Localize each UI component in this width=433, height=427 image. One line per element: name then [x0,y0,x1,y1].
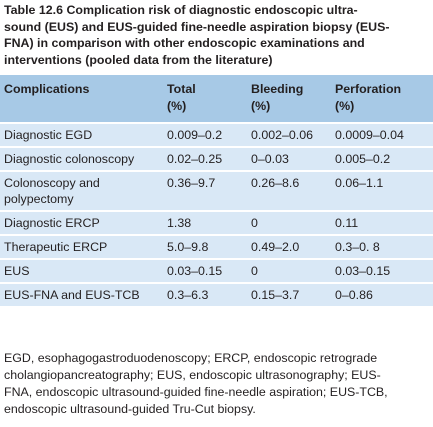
table-cell: Colonoscopy and polypectomy [0,170,163,211]
table-row: Diagnostic EGD 0.009–0.2 0.002–0.06 0.0009–… [0,122,433,147]
table-cell: EUS-FNA and EUS-TCB [0,282,163,306]
header-text: Bleeding [251,82,304,96]
header-cell: Complications [0,75,163,123]
table-cell: 0.005–0.2 [331,146,433,171]
footnote-line: EGD, esophagogastroduodenoscopy; ERCP, e… [4,351,378,365]
table-cell: 0.11 [331,210,433,235]
table-row: EUS 0.03–0.15 0 0.03–0.15 [0,258,433,283]
header-row: Complications Total (%) Bleeding (%) Perforat… [0,75,433,123]
footnote-line: FNA, endoscopic ultrasound-guided fine-n… [4,385,388,399]
table-cell: 0.3–6.3 [163,282,247,306]
table-cell: 0 [247,258,331,283]
header-cell: Total (%) [163,75,247,123]
table-cell: Therapeutic ERCP [0,234,163,259]
header-text: Perforation [335,82,402,96]
table-cell: Diagnostic colonoscopy [0,146,163,171]
table-row: Therapeutic ERCP 5.0–9.8 0.49–2.0 0.3–0. 8 [0,234,433,259]
table-cell: 0–0.86 [331,282,433,306]
footnote-line: cholangiopancreatography; EUS, endoscopi… [4,368,381,382]
table-cell: 1.38 [163,210,247,235]
table-row: Diagnostic colonoscopy 0.02–0.25 0–0.03 0.0… [0,146,433,171]
footnote-line: endoscopic ultrasound-guided Tru-Cut bio… [4,402,256,416]
table-cell: 0.0009–0.04 [331,122,433,147]
title-line: FNA) in comparison with other endoscopic… [4,36,365,50]
header-text: (%) [167,99,187,113]
title-line: interventions (pooled data from the lite… [4,52,273,67]
table-cell: 0.002–0.06 [247,122,331,147]
table-cell: 0.009–0.2 [163,122,247,147]
header-text: (%) [251,99,271,113]
table-cell: 0.02–0.25 [163,146,247,171]
table-cell: 0.49–2.0 [247,234,331,259]
header-text: (%) [335,99,355,113]
header-text: Total [167,82,196,96]
table-cell: 5.0–9.8 [163,234,247,259]
header-cell: Perforation (%) [331,75,433,123]
table-title: Table 12.6 Complication risk of diagnost… [4,2,429,68]
table-cell: 0.03–0.15 [163,258,247,283]
table-cell: 0.3–0. 8 [331,234,433,259]
table-cell: EUS [0,258,163,283]
title-line: Table 12.6 Complication risk of diagnost… [4,3,358,17]
table-cell: 0.03–0.15 [331,258,433,283]
table-row: Diagnostic ERCP 1.38 0 0.11 [0,210,433,235]
table-cell: 0.06–1.1 [331,170,433,211]
table-cell: 0.15–3.7 [247,282,331,306]
footnote: EGD, esophagogastroduodenoscopy; ERCP, e… [4,350,432,418]
header-text: Complications [4,82,90,96]
table-row: EUS-FNA and EUS-TCB 0.3–6.3 0.15–3.7 0–0.86 [0,282,433,306]
table-cell: Diagnostic ERCP [0,210,163,235]
table-cell: Diagnostic EGD [0,122,163,147]
table-cell: 0 [247,210,331,235]
table-cell: 0.26–8.6 [247,170,331,211]
table-body: Diagnostic EGD 0.009–0.2 0.002–0.06 0.0009–… [0,122,433,306]
header-cell: Bleeding (%) [247,75,331,123]
table-row: Colonoscopy and polypectomy 0.36–9.7 0.26–… [0,170,433,211]
table-cell: 0–0.03 [247,146,331,171]
title-line: sound (EUS) and EUS-guided fine-needle a… [4,19,390,34]
table-cell: 0.36–9.7 [163,170,247,211]
table: Complications Total (%) Bleeding (%) Perforat… [0,75,433,306]
